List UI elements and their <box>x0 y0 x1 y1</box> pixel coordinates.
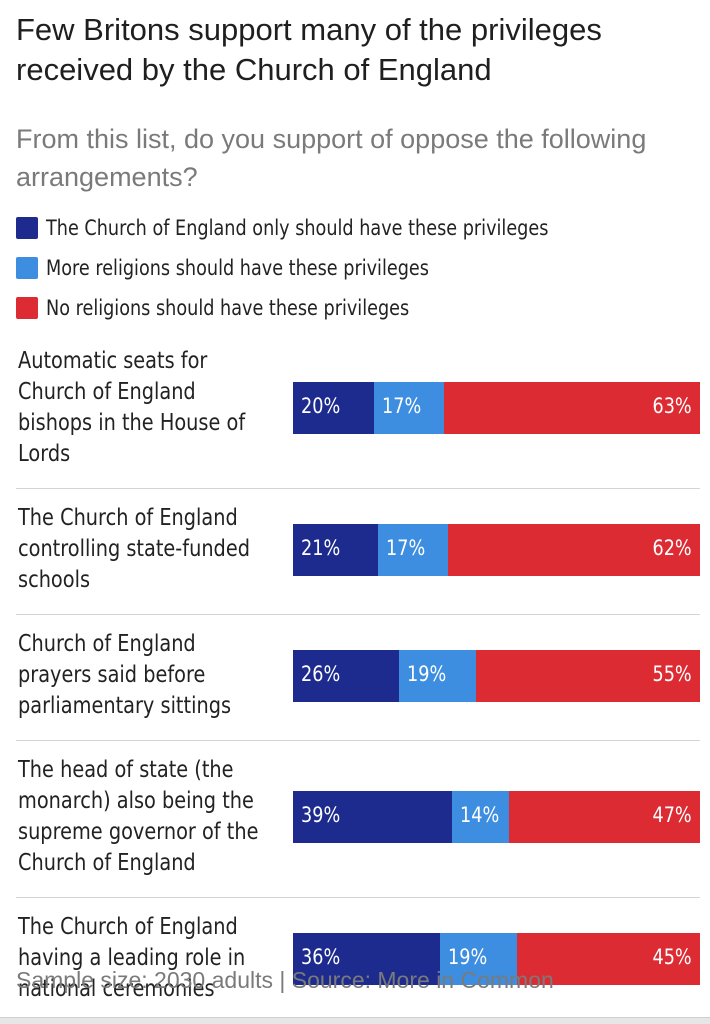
legend-swatch-coe-only <box>16 217 38 239</box>
category-label-line: Automatic seats for <box>18 348 208 374</box>
bar-segment-no-religions: 45% <box>516 933 700 985</box>
source-footer: Sample size: 2030 adults | Source: More … <box>16 967 554 993</box>
stacked-bar: 20% 17% 63% <box>293 382 700 434</box>
bar-segment-no-religions: 62% <box>447 524 700 576</box>
stacked-bar: 21% 17% 62% <box>293 524 700 576</box>
stacked-bar: 39% 14% 47% <box>293 791 700 843</box>
data-label: 20% <box>301 394 341 418</box>
data-label: 36% <box>301 945 341 969</box>
bar-segment-more-religions: 19% <box>439 933 517 985</box>
legend-swatch-more-religions <box>16 257 38 279</box>
category-label-line: The Church of England <box>18 914 238 940</box>
category-label-line: controlling state-funded <box>18 536 250 562</box>
category-label-line: schools <box>18 567 91 593</box>
row-divider <box>16 614 700 615</box>
row-divider <box>16 897 700 898</box>
chart-row: Church of England prayers said before parl… <box>0 623 700 740</box>
stacked-bar: 36% 19% 45% <box>293 933 700 985</box>
bar-segment-coe-only: 21% <box>293 524 379 576</box>
legend-label-no-religions: No religions should have these privilege… <box>46 296 410 320</box>
category-label-line: Church of England <box>18 379 196 405</box>
category-label-line: Lords <box>18 441 71 467</box>
bar-segment-coe-only: 20% <box>293 382 375 434</box>
category-label: The head of state (the monarch) also bein… <box>18 755 293 879</box>
bar-segment-more-religions: 14% <box>451 791 509 843</box>
row-divider <box>16 488 700 489</box>
data-label: 21% <box>301 536 341 560</box>
data-label: 39% <box>301 803 341 827</box>
chart-row: The Church of England having a leading ro… <box>0 906 700 1023</box>
data-label: 45% <box>652 945 692 969</box>
data-label: 55% <box>652 662 692 686</box>
bar-segment-coe-only: 36% <box>293 933 440 985</box>
legend-label-coe-only: The Church of England only should have t… <box>46 216 549 240</box>
category-label-line: The Church of England <box>18 505 238 531</box>
category-label: The Church of England controlling state-f… <box>18 503 293 596</box>
category-label-line: national ceremonies <box>18 976 215 1002</box>
data-label: 17% <box>382 394 422 418</box>
category-label-line: Church of England <box>18 850 196 876</box>
category-label-line: having a leading role in <box>18 945 246 971</box>
data-label: 26% <box>301 662 341 686</box>
category-label-line: parliamentary sittings <box>18 693 232 719</box>
chart-row: The head of state (the monarch) also bein… <box>0 749 700 897</box>
category-label: Automatic seats for Church of England bish… <box>18 346 293 470</box>
data-label: 17% <box>386 536 426 560</box>
category-label: Church of England prayers said before parl… <box>18 629 293 722</box>
data-label: 47% <box>652 803 692 827</box>
category-label-line: Church of England <box>18 631 196 657</box>
legend-label-more-religions: More religions should have these privile… <box>46 256 429 280</box>
stacked-bar: 26% 19% 55% <box>293 650 700 702</box>
category-label-line: bishops in the House of <box>18 410 246 436</box>
chart-subtitle: From this list, do you support of oppose… <box>16 124 647 192</box>
category-label: The Church of England having a leading ro… <box>18 912 293 1005</box>
bar-segment-more-religions: 17% <box>378 524 448 576</box>
chart-title: Few Britons support many of the privileg… <box>16 12 602 87</box>
data-label: 63% <box>652 394 692 418</box>
category-label-line: prayers said before <box>18 662 206 688</box>
bar-segment-more-religions: 19% <box>398 650 477 702</box>
category-label-line: monarch) also being the <box>18 788 254 814</box>
data-label: 62% <box>652 536 692 560</box>
bar-segment-no-religions: 55% <box>476 650 700 702</box>
row-divider <box>16 740 700 741</box>
bar-segment-more-religions: 17% <box>374 382 444 434</box>
chart-row: The Church of England controlling state-f… <box>0 497 700 614</box>
bar-segment-no-religions: 47% <box>508 791 700 843</box>
bar-segment-no-religions: 63% <box>443 382 700 434</box>
data-label: 19% <box>447 945 487 969</box>
bar-segment-coe-only: 39% <box>293 791 452 843</box>
bottom-edge <box>0 1017 710 1024</box>
category-label-line: supreme governor of the <box>18 819 259 845</box>
category-label-line: The head of state (the <box>18 757 234 783</box>
bar-segment-coe-only: 26% <box>293 650 399 702</box>
legend-swatch-no-religions <box>16 297 38 319</box>
data-label: 14% <box>459 803 499 827</box>
data-label: 19% <box>406 662 447 686</box>
chart-row: Automatic seats for Church of England bish… <box>0 340 700 488</box>
